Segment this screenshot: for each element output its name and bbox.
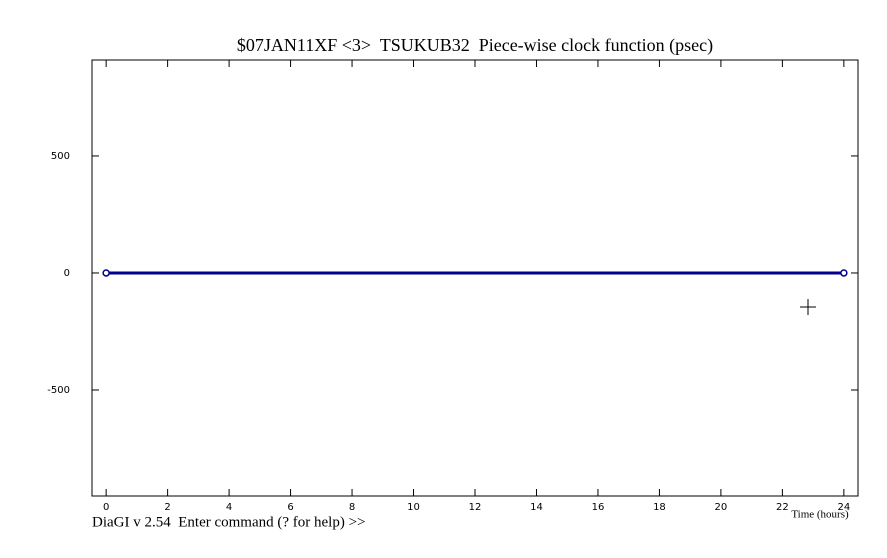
x-tick-label: 20: [715, 502, 728, 513]
y-tick-label: -500: [47, 385, 70, 396]
x-tick-label: 6: [287, 502, 293, 513]
x-tick-label: 18: [653, 502, 666, 513]
series-point: [840, 269, 848, 277]
x-tick-label: 4: [226, 502, 232, 513]
x-tick-label: 0: [103, 502, 109, 513]
command-prompt: DiaGI v 2.54 Enter command (? for help) …: [92, 514, 366, 530]
cursor: [800, 299, 816, 315]
x-tick-label: 2: [164, 502, 170, 513]
series-point: [102, 269, 110, 277]
y-tick-label: 500: [51, 151, 70, 162]
x-tick-label: 12: [469, 502, 482, 513]
x-tick-label: 24: [837, 502, 850, 513]
x-tick-label: 16: [592, 502, 605, 513]
x-tick-label: 14: [530, 502, 543, 513]
x-tick-label: 8: [349, 502, 355, 513]
x-tick-label: 22: [776, 502, 789, 513]
y-tick-label: 0: [64, 268, 70, 279]
x-axis-label: Time (hours): [791, 509, 849, 521]
x-tick-label: 10: [407, 502, 420, 513]
chart-title: $07JAN11XF <3> TSUKUB32 Piece-wise clock…: [237, 35, 713, 56]
